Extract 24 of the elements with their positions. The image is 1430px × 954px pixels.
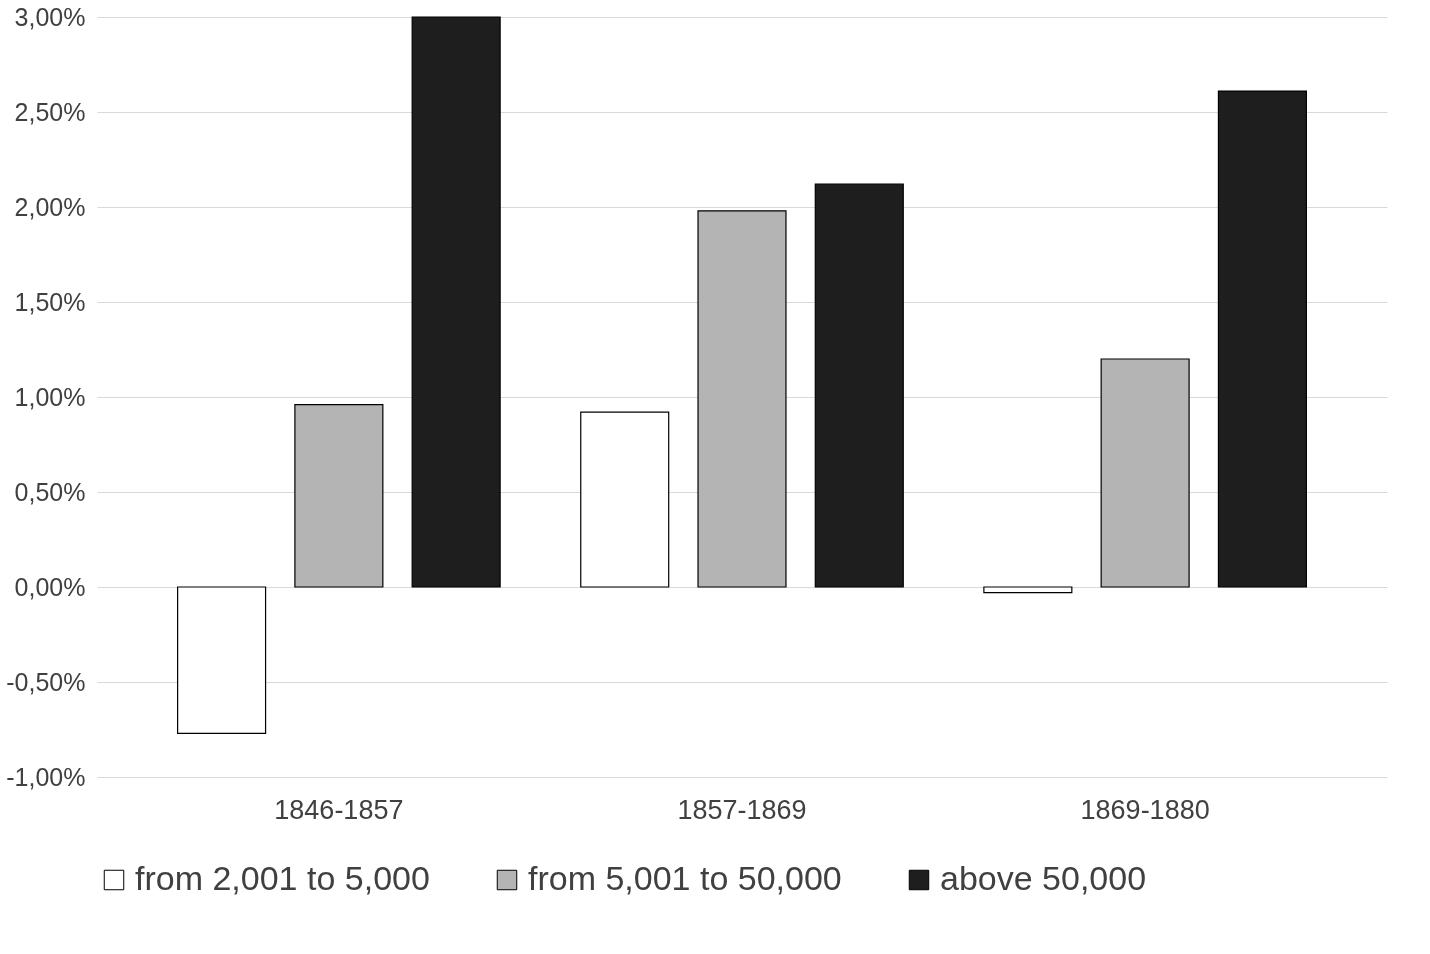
- y-tick-label: -1,00%: [6, 762, 86, 791]
- y-tick-label: 2,00%: [14, 192, 86, 221]
- bar: [177, 586, 267, 734]
- bar: [1217, 90, 1307, 588]
- x-tick-label: 1846-1857: [274, 794, 404, 825]
- bar: [294, 404, 384, 588]
- bar: [1100, 358, 1190, 588]
- y-tick-label: 0,00%: [14, 572, 86, 601]
- y-tick-label: 2,50%: [14, 97, 86, 126]
- x-tick-label: 1869-1880: [1080, 794, 1210, 825]
- bar: [983, 586, 1073, 594]
- y-tick-label: 3,00%: [14, 2, 86, 31]
- y-tick-label: 1,50%: [14, 287, 86, 316]
- bar: [580, 411, 670, 588]
- x-tick-label: 1857-1869: [677, 794, 807, 825]
- y-tick-label: -0,50%: [6, 667, 86, 696]
- bar: [411, 16, 501, 588]
- legend-label: from 2,001 to 5,000: [135, 859, 430, 897]
- bar: [814, 183, 904, 588]
- legend-label: from 5,001 to 50,000: [528, 859, 842, 897]
- y-tick-label: 1,00%: [14, 382, 86, 411]
- legend-label: above 50,000: [940, 859, 1147, 897]
- bar: [697, 210, 787, 588]
- y-tick-label: 0,50%: [14, 477, 86, 506]
